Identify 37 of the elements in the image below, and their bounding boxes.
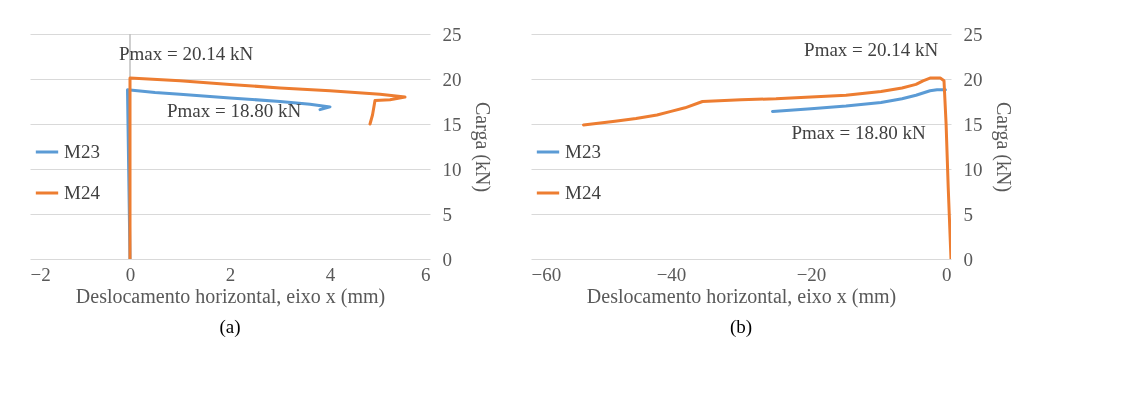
- legend-label: M24: [565, 182, 602, 203]
- y-tick-label: 5: [963, 203, 973, 225]
- y-tick-label: 0: [442, 248, 452, 270]
- y-tick-label: 20: [963, 68, 983, 90]
- x-tick-label: −40: [656, 263, 687, 285]
- annotation: Pmax = 18.80 kN: [166, 99, 302, 121]
- annotation: Pmax = 18.80 kN: [791, 122, 926, 143]
- y-tick-label: 25: [442, 23, 462, 45]
- y-tick-label: 15: [442, 113, 462, 135]
- x-tick-label: −60: [531, 263, 562, 285]
- x-axis-title: Deslocamento horizontal, eixo x (mm): [75, 284, 386, 308]
- x-tick-label: 2: [225, 263, 236, 285]
- x-tick-label: −20: [796, 263, 827, 285]
- annotation: Pmax = 20.14 kN: [118, 43, 254, 65]
- y-axis-title: Carga (kN): [470, 101, 494, 193]
- line-series: [771, 88, 947, 113]
- x-tick-label: −2: [30, 263, 51, 285]
- y-tick-label: 10: [442, 158, 462, 180]
- y-tick-label: 20: [442, 68, 462, 90]
- legend-label: M24: [64, 182, 101, 203]
- x-axis-title: Deslocamento horizontal, eixo x (mm): [586, 284, 897, 308]
- legend-label: M23: [64, 141, 100, 162]
- y-tick-label: 10: [963, 158, 983, 180]
- x-tick-label: 6: [421, 263, 431, 285]
- y-tick-label: 25: [963, 23, 983, 45]
- legend-label: M23: [565, 141, 601, 162]
- y-axis-title: Carga (kN): [991, 101, 1015, 193]
- y-tick-label: 0: [963, 248, 973, 270]
- x-tick-label: 4: [325, 263, 336, 285]
- x-tick-label: 0: [942, 263, 952, 285]
- y-tick-label: 5: [442, 203, 452, 225]
- x-tick-label: 0: [125, 263, 136, 285]
- y-tick-label: 15: [963, 113, 983, 135]
- text: (b): [729, 316, 753, 338]
- line-series: [128, 76, 407, 259]
- annotation: Pmax = 20.14 kN: [804, 38, 939, 60]
- text: (a): [219, 316, 241, 338]
